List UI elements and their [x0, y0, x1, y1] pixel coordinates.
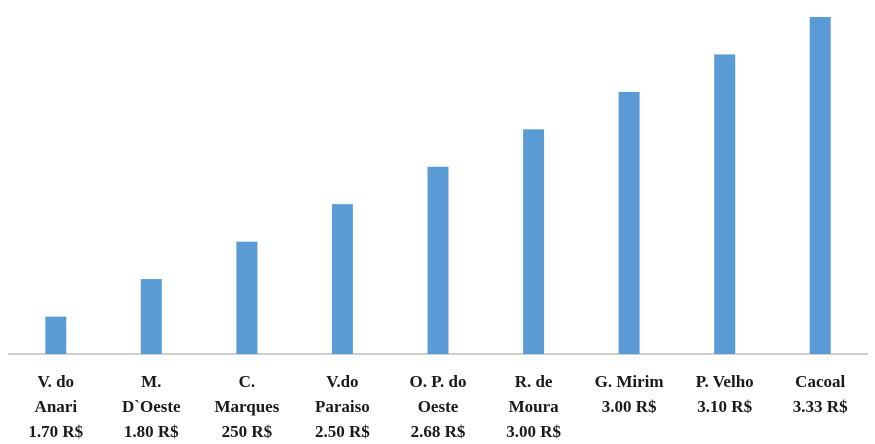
category-label-line: V. do — [38, 372, 75, 391]
category-label-line: 3.33 R$ — [793, 397, 848, 416]
bar-8 — [714, 54, 736, 355]
category-label-line: 250 R$ — [222, 422, 273, 441]
category-label-line: Cacoal — [795, 372, 845, 391]
category-label-line: Paraiso — [315, 397, 370, 416]
category-label-3: C. Marques 250 R$ — [214, 372, 279, 441]
category-label-line: 3.10 R$ — [697, 397, 752, 416]
category-label-line: P. Velho — [696, 372, 754, 391]
bars-group — [45, 17, 831, 355]
bar-3 — [236, 241, 258, 354]
bar-5 — [427, 166, 449, 354]
category-label-5: O. P. do Oeste 2.68 R$ — [409, 372, 466, 441]
category-label-8: P. Velho 3.10 R$ — [696, 372, 754, 416]
category-label-line: Marques — [214, 397, 279, 416]
category-label-9: Cacoal 3.33 R$ — [793, 372, 848, 416]
category-label-1: V. do Anari 1.70 R$ — [28, 372, 83, 441]
category-label-line: 3.00 R$ — [506, 422, 561, 441]
category-label-line: 2.68 R$ — [411, 422, 466, 441]
category-labels-group: V. do Anari 1.70 R$ M. D`Oeste 1.80 R$ C. Marqu… — [28, 372, 848, 441]
category-label-line: M. — [141, 372, 161, 391]
category-label-line: D`Oeste — [122, 397, 181, 416]
bar-1 — [45, 316, 67, 354]
bar-9 — [809, 17, 831, 354]
category-label-line: Moura — [509, 397, 560, 416]
bar-6 — [523, 129, 545, 354]
category-label-line: 1.80 R$ — [124, 422, 179, 441]
category-label-line: 1.70 R$ — [28, 422, 83, 441]
category-label-line: Oeste — [418, 397, 459, 416]
category-label-line: V.do — [326, 372, 358, 391]
bar-7 — [618, 91, 640, 355]
category-label-line: 2.50 R$ — [315, 422, 370, 441]
category-label-line: R. de — [515, 372, 553, 391]
category-label-line: G. Mirim — [595, 372, 664, 391]
category-label-6: R. de Moura 3.00 R$ — [506, 372, 561, 441]
category-label-line: 3.00 R$ — [602, 397, 657, 416]
bar-4 — [331, 204, 353, 354]
bar-2 — [140, 279, 162, 354]
category-label-4: V.do Paraiso 2.50 R$ — [315, 372, 370, 441]
category-label-2: M. D`Oeste 1.80 R$ — [122, 372, 181, 441]
category-label-line: Anari — [35, 397, 78, 416]
category-label-line: O. P. do — [409, 372, 466, 391]
category-label-7: G. Mirim 3.00 R$ — [595, 372, 664, 416]
category-label-line: C. — [239, 372, 256, 391]
